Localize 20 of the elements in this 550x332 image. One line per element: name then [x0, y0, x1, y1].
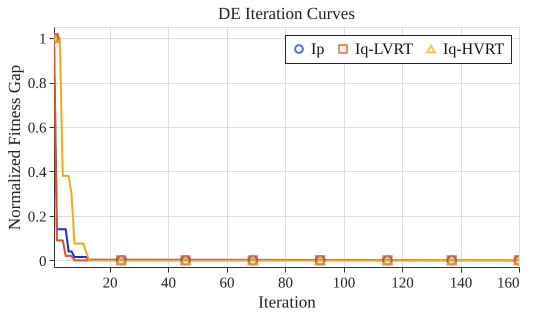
- legend-label: Iq-LVRT: [355, 41, 414, 58]
- legend-label: Ip: [311, 41, 324, 58]
- y-tick-label: 0: [39, 254, 46, 270]
- y-tick-label: 1: [39, 32, 46, 48]
- y-tick-label: 0.2: [28, 209, 46, 226]
- x-tick-label: 20: [102, 276, 118, 292]
- x-tick-label: 140: [450, 276, 472, 292]
- x-tick-label: 40: [161, 276, 176, 292]
- x-tick-label: 100: [332, 276, 356, 292]
- y-tick-label: 0.8: [28, 76, 46, 92]
- x-axis-title: Iteration: [258, 292, 316, 312]
- x-tick-label: 160: [497, 276, 520, 292]
- chart-title: DE Iteration Curves: [218, 4, 355, 23]
- x-tick-label: 120: [391, 276, 414, 292]
- x-tick-label: 60: [220, 276, 235, 292]
- y-axis-title: Normalized Fitness Gap: [4, 64, 24, 230]
- x-tick-label: 80: [278, 276, 294, 292]
- y-tick-label: 0.4: [28, 164, 47, 181]
- legend-label: Iq-HVRT: [443, 41, 504, 58]
- y-tick-label: 0.6: [28, 120, 47, 136]
